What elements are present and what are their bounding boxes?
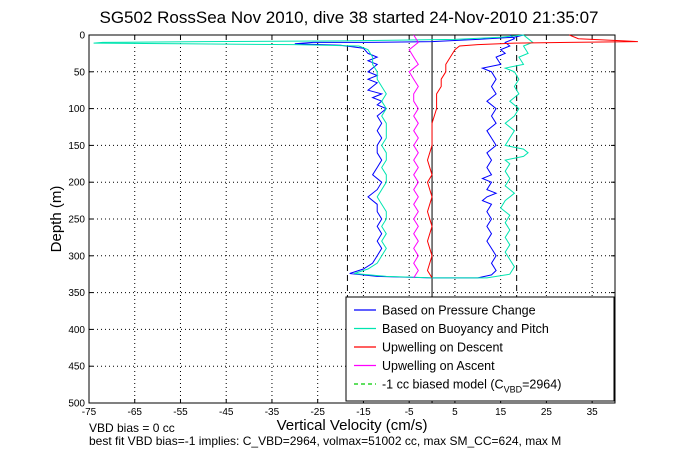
note-best-fit: best fit VBD bias=-1 implies: C_VBD=2964… <box>89 434 561 448</box>
x-tick-label: -75 <box>82 407 97 418</box>
x-tick-label: 25 <box>541 407 553 418</box>
legend-box <box>345 296 615 402</box>
x-tick-label: 15 <box>495 407 507 418</box>
y-tick-label: 450 <box>68 362 85 373</box>
x-tick-label: -45 <box>219 407 234 418</box>
grid <box>89 35 615 403</box>
y-tick-label: 0 <box>79 31 85 42</box>
x-tick-label: -15 <box>356 407 371 418</box>
y-tick-label: 50 <box>74 67 86 78</box>
x-tick-label: 35 <box>587 407 599 418</box>
x-tick-label: -5 <box>405 407 414 418</box>
series-line-4 <box>408 34 419 279</box>
y-tick-label: 150 <box>68 141 85 152</box>
y-tick-label: 350 <box>68 288 85 299</box>
chart-title: SG502 RossSea Nov 2010, dive 38 started … <box>100 8 599 27</box>
y-tick-label: 200 <box>68 178 85 189</box>
y-tick-label: 100 <box>68 104 85 115</box>
legend: Based on Pressure Change Based on Buoyanc… <box>345 296 615 402</box>
y-axis-label: Depth (m) <box>48 186 65 253</box>
x-tick-label: -25 <box>310 407 325 418</box>
series-line-1 <box>294 34 524 279</box>
legend-label: Based on Buoyancy and Pitch <box>382 322 549 336</box>
legend-label: Upwelling on Descent <box>382 341 503 355</box>
y-tick-label: 500 <box>68 399 85 410</box>
y-tick-label: 300 <box>68 251 85 262</box>
x-tick-label: -35 <box>265 407 280 418</box>
y-tick-label: 400 <box>68 325 85 336</box>
series-line-2 <box>93 34 534 279</box>
series-line-3 <box>426 34 638 279</box>
y-axis: 0 50 100 150 200 250 300 350 400 450 500 <box>68 31 615 410</box>
x-tick-label: 5 <box>452 407 458 418</box>
y-tick-label: 250 <box>68 215 85 226</box>
legend-label: Upwelling on Ascent <box>382 359 495 373</box>
x-tick-label: -55 <box>173 407 188 418</box>
series-lines <box>93 34 638 279</box>
x-tick-label: -65 <box>128 407 143 418</box>
x-axis-label: Vertical Velocity (cm/s) <box>277 417 428 434</box>
note-vbd-bias: VBD bias = 0 cc <box>89 421 175 435</box>
legend-label: Based on Pressure Change <box>382 304 536 318</box>
